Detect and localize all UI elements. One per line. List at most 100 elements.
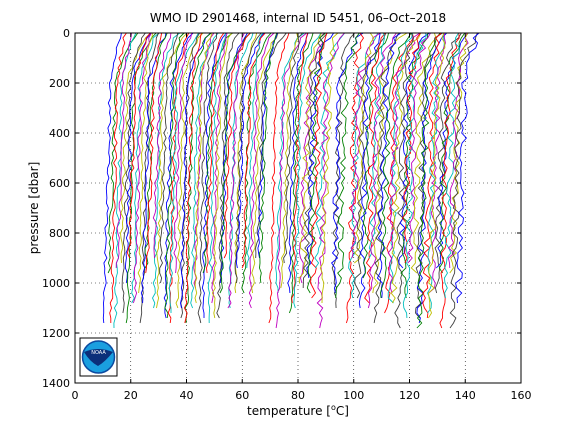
profile-line — [234, 32, 262, 284]
profile-line — [220, 32, 248, 284]
profile-line — [372, 32, 408, 294]
profile-line — [184, 32, 212, 323]
profile-line — [102, 32, 122, 324]
profile-line — [319, 32, 339, 304]
y-tick-label: 200 — [49, 77, 70, 90]
x-tick-label: 100 — [343, 389, 364, 402]
profile-line — [415, 32, 443, 319]
profile-line — [259, 32, 278, 284]
profile-line — [207, 32, 226, 324]
x-tick-label: 80 — [291, 389, 305, 402]
profile-line — [390, 32, 422, 304]
profile-line — [422, 32, 442, 319]
profile-line — [416, 32, 441, 329]
profile-line — [167, 32, 190, 324]
profile-line — [115, 32, 132, 269]
profile-line — [401, 32, 421, 264]
profile-line — [140, 32, 167, 304]
profile-line — [107, 32, 139, 274]
profile-line — [152, 32, 172, 259]
profile-line — [164, 32, 185, 319]
profile-line — [275, 32, 305, 294]
profile-line — [283, 32, 303, 264]
profile-line — [394, 32, 414, 329]
profile-line — [439, 32, 460, 329]
logo-label: NOAA — [91, 350, 106, 356]
profile-line — [241, 32, 272, 294]
profile-line — [367, 32, 397, 309]
x-tick-label: 20 — [124, 389, 138, 402]
profile-line — [109, 32, 127, 323]
profile-line — [194, 32, 213, 304]
profile-line — [410, 32, 437, 274]
profile-line — [335, 32, 360, 299]
profile-line — [287, 32, 309, 294]
profile-line — [163, 32, 194, 319]
profile-line — [120, 32, 152, 264]
profile-line — [407, 32, 431, 264]
profile-line — [251, 32, 279, 294]
profile-line — [449, 32, 478, 329]
profile-line — [376, 32, 402, 299]
profile-line — [434, 32, 462, 294]
profile-line — [379, 32, 412, 299]
profile-line — [132, 32, 152, 304]
profile-line — [139, 32, 160, 324]
profiles — [102, 32, 480, 329]
noaa-bird-icon — [84, 349, 113, 366]
y-tick-label: 400 — [49, 127, 70, 140]
profile-line — [348, 32, 379, 299]
x-axis-label-post: C] — [336, 404, 349, 418]
y-tick-label: 1400 — [42, 377, 70, 390]
profile-line — [173, 32, 193, 274]
profile-line — [156, 32, 188, 309]
y-tick-label: 1000 — [42, 277, 70, 290]
profile-line — [235, 32, 265, 269]
profile-line — [219, 32, 251, 294]
profile-line — [127, 32, 151, 259]
profile-line — [373, 32, 400, 324]
profile-line — [159, 32, 179, 284]
x-tick-label: 160 — [511, 389, 532, 402]
profile-line — [302, 32, 328, 289]
profile-line — [387, 32, 421, 294]
profile-line — [275, 32, 307, 329]
profile-line — [216, 32, 240, 319]
x-tick-label: 120 — [399, 389, 420, 402]
profile-line — [151, 32, 180, 309]
profile-line — [202, 32, 233, 274]
x-tick-label: 0 — [72, 389, 79, 402]
profile-line — [246, 32, 264, 269]
x-tick-label: 40 — [180, 389, 194, 402]
y-tick-label: 600 — [49, 177, 70, 190]
axis-ticks: 0 20 40 60 80 100 120 140 160 0 200 400 600 800 1000 12… — [42, 27, 532, 402]
profile-line — [314, 32, 346, 269]
x-tick-label: 140 — [455, 389, 476, 402]
y-tick-label: 0 — [63, 27, 70, 40]
profile-line — [227, 32, 245, 309]
profile-line — [400, 32, 429, 299]
profile-line — [125, 32, 157, 324]
profile-line — [206, 32, 225, 274]
noaa-logo: NOAA — [79, 337, 118, 377]
profile-line — [331, 32, 364, 294]
profile-line — [190, 32, 219, 309]
profile-line — [426, 32, 445, 314]
profile-line — [241, 32, 266, 269]
profile-line — [145, 32, 163, 274]
profile-line — [121, 32, 146, 314]
profile-line — [428, 32, 446, 319]
profile-line — [183, 32, 202, 324]
x-axis-label-pre: temperature [ — [247, 404, 331, 418]
profile-line — [455, 32, 480, 304]
profile-line — [137, 32, 153, 294]
profile-line — [113, 32, 137, 329]
profile-line — [368, 32, 385, 259]
profile-line — [223, 32, 251, 259]
profile-line — [175, 32, 204, 309]
profile-line — [268, 32, 290, 324]
profile-line — [197, 32, 218, 324]
profile-line — [211, 32, 233, 319]
